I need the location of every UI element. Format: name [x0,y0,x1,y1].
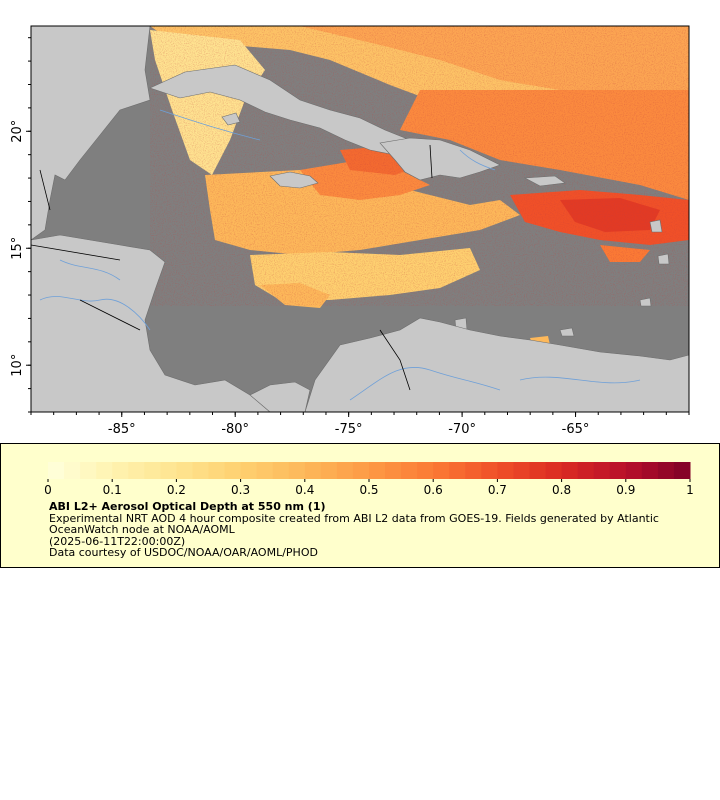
colorbar-label: 0.5 [359,483,378,494]
axis-ticks [26,37,690,417]
colorbar-swatch [481,462,498,479]
colorbar-label: 0 [44,483,52,494]
colorbar-swatch [64,462,81,479]
colorbar-label: 0.9 [616,483,635,494]
legend-text: ABI L2+ Aerosol Optical Depth at 550 nm … [49,501,689,559]
colorbar-label: 0.4 [295,483,314,494]
colorbar-swatch [176,462,193,479]
lon-tick-label: -70° [448,422,476,437]
colorbar-swatch [208,462,226,479]
legend-credit: Data courtesy of USDOC/NOAA/OAR/AOML/PHO… [49,546,318,559]
colorbar-swatch [529,462,547,479]
colorbar-swatch [160,462,177,479]
lat-tick-label: 20° [10,120,25,143]
colorbar-swatch [352,462,370,479]
aod-map: -85° -80° -75° -70° -65° 10° 15° 20° [10,25,690,437]
lat-tick-label: 10° [10,354,25,377]
colorbar-swatch [320,462,338,479]
colorbar-swatch [96,462,113,479]
colorbar-label: 0.7 [488,483,507,494]
colorbar-swatch [256,462,274,479]
lon-tick-label: -65° [562,422,590,437]
map-frame [30,25,690,413]
legend-title: ABI L2+ Aerosol Optical Depth at 550 nm … [49,500,326,513]
colorbar-swatch [192,462,209,479]
colorbar-swatch [609,462,627,479]
colorbar-swatch [561,462,579,479]
colorbar-swatch [497,462,514,479]
colorbar-swatch [385,462,402,479]
colorbar-swatch [240,462,258,479]
colorbar-swatch [272,462,290,479]
colorbar-swatch [593,462,611,479]
lon-tick-label: -75° [335,422,363,437]
colorbar-swatch [513,462,530,479]
colorbar-swatch [288,462,306,479]
colorbar-swatch [545,462,563,479]
colorbar-swatch [128,462,145,479]
colorbar-swatch [657,462,675,479]
legend-timestamp: (2025-06-11T22:00:00Z) [49,534,186,548]
colorbar-swatch [673,462,691,479]
colorbar-swatch [625,462,643,479]
legend-description: Experimental NRT AOD 4 hour composite cr… [49,511,659,536]
colorbar-swatch [369,462,386,479]
colorbar-label: 0.3 [231,483,250,494]
colorbar-label: 0.8 [552,483,571,494]
colorbar-swatch [401,462,418,479]
borders [31,144,433,391]
colorbar-label: 1 [686,483,694,494]
land [31,26,689,412]
colorbar-swatch [224,462,242,479]
colorbar-swatch [304,462,322,479]
colorbar-swatch [80,462,97,479]
colorbar-swatch [433,462,450,479]
colorbar-label: 0.6 [424,483,443,494]
colorbar-swatch [641,462,659,479]
colorbar-label: 0.2 [167,483,186,494]
colorbar-swatch [144,462,161,479]
lon-tick-label: -80° [221,422,249,437]
colorbar: 0 0.1 0.2 0.3 0.4 0.5 0.6 0.7 0.8 0.9 1 [44,462,694,494]
colorbar-swatch [577,462,595,479]
colorbar-swatch [112,462,129,479]
lat-tick-label: 15° [10,237,25,260]
colorbar-swatch [449,462,466,479]
colorbar-swatch [417,462,434,479]
rivers [39,109,641,401]
colorbar-swatch [465,462,482,479]
lon-tick-label: -85° [108,422,136,437]
colorbar-swatch [336,462,354,479]
colorbar-swatch [48,462,65,479]
colorbar-label: 0.1 [103,483,122,494]
axis-tick-labels: -85° -80° -75° -70° -65° 10° 15° 20° [10,120,589,437]
legend-panel: 0 0.1 0.2 0.3 0.4 0.5 0.6 0.7 0.8 0.9 1 ABI L2+ Ae… [0,443,720,568]
